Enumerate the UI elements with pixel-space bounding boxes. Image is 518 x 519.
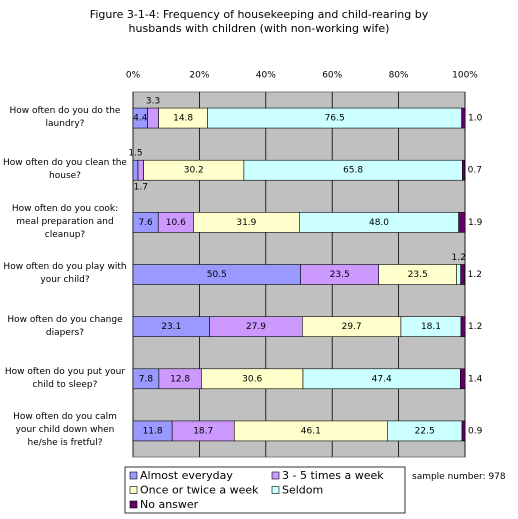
y-tick-label: How often do you play with your child? bbox=[3, 262, 127, 286]
value-label: 1.2 bbox=[468, 322, 482, 332]
legend-label: No answer bbox=[140, 498, 199, 511]
legend-swatch bbox=[129, 500, 138, 509]
bar-segment bbox=[458, 212, 466, 233]
legend-swatch bbox=[271, 471, 280, 480]
value-label: 48.0 bbox=[369, 218, 389, 228]
chart-title: Figure 3-1-4: Frequency of housekeeping … bbox=[89, 8, 429, 35]
sample-note: sample number: 978 bbox=[412, 472, 506, 482]
value-label: 29.7 bbox=[342, 322, 362, 332]
value-label: 50.5 bbox=[207, 270, 227, 280]
legend-swatch bbox=[129, 486, 138, 494]
legend-swatch bbox=[129, 471, 138, 480]
value-label: 47.4 bbox=[372, 374, 392, 384]
value-label: 1.4 bbox=[468, 374, 483, 384]
value-label: 30.2 bbox=[184, 166, 204, 176]
bar-segment bbox=[461, 107, 466, 129]
legend-label: Almost everyday bbox=[140, 469, 233, 482]
bar-segment bbox=[460, 264, 465, 285]
bar-segment bbox=[147, 107, 159, 129]
value-label: 23.5 bbox=[330, 270, 350, 280]
bar-segment bbox=[132, 159, 139, 181]
value-label: 7.8 bbox=[139, 374, 154, 384]
value-label: 7.6 bbox=[138, 218, 153, 228]
value-label: 1.0 bbox=[468, 114, 483, 124]
value-label: 1.7 bbox=[134, 183, 148, 193]
value-label: 1.9 bbox=[468, 218, 483, 228]
value-label: 1.2 bbox=[452, 253, 466, 263]
legend-label: Seldom bbox=[282, 484, 323, 497]
y-tick-label: How often do you calm your child down wh… bbox=[13, 412, 117, 449]
value-label: 3.3 bbox=[146, 97, 160, 107]
value-label: 76.5 bbox=[325, 114, 345, 124]
value-label: 18.1 bbox=[421, 322, 441, 332]
bar-segment bbox=[461, 420, 466, 442]
y-tick-label: How often do you change diapers? bbox=[7, 314, 123, 338]
value-label: 12.8 bbox=[170, 374, 190, 384]
bar-segment bbox=[460, 368, 466, 390]
value-label: 31.9 bbox=[236, 218, 256, 228]
legend-swatch bbox=[271, 486, 280, 494]
legend-label: 3 - 5 times a week bbox=[282, 469, 384, 482]
y-tick-label: How often do you put your child to sleep… bbox=[4, 366, 126, 390]
x-tick-label: 40% bbox=[256, 71, 276, 81]
legend-box bbox=[124, 466, 406, 514]
x-tick-label: 60% bbox=[322, 71, 342, 81]
value-label: 10.6 bbox=[166, 218, 186, 228]
legend-label: Once or twice a week bbox=[140, 484, 259, 497]
value-label: 27.9 bbox=[246, 322, 266, 332]
value-label: 11.8 bbox=[143, 426, 163, 436]
x-tick-label: 0% bbox=[126, 71, 141, 81]
bar-segment bbox=[456, 264, 461, 285]
bar-segment bbox=[137, 159, 144, 181]
bar-segment bbox=[462, 159, 465, 181]
value-label: 1.2 bbox=[468, 270, 482, 280]
value-label: 23.5 bbox=[408, 270, 428, 280]
x-tick-label: 80% bbox=[389, 71, 409, 81]
value-label: 4.4 bbox=[133, 114, 148, 124]
value-label: 65.8 bbox=[343, 166, 363, 176]
value-label: 18.7 bbox=[193, 426, 213, 436]
y-tick-label: How often do you do the laundry? bbox=[9, 106, 121, 129]
y-tick-label: How often do you cook: meal preparation … bbox=[11, 203, 119, 240]
value-label: 22.5 bbox=[415, 426, 435, 436]
value-label: 14.8 bbox=[173, 114, 193, 124]
value-label: 0.9 bbox=[468, 426, 483, 436]
value-label: 0.7 bbox=[468, 166, 482, 176]
value-label: 46.1 bbox=[301, 426, 321, 436]
bar-segment bbox=[460, 316, 466, 337]
y-tick-label: How often do you clean the house? bbox=[3, 158, 127, 182]
value-label: 23.1 bbox=[161, 322, 181, 332]
x-tick-label: 20% bbox=[189, 71, 209, 81]
x-tick-label: 100% bbox=[452, 71, 478, 81]
value-label: 1.5 bbox=[128, 149, 142, 159]
value-label: 30.6 bbox=[242, 374, 262, 384]
